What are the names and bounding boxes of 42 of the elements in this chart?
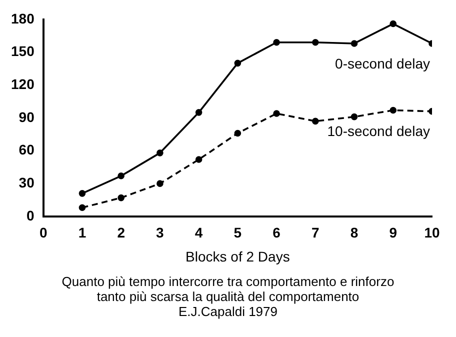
point <box>234 130 242 137</box>
y-tick-label: 180 <box>11 10 35 26</box>
y-tick-label: 0 <box>26 207 35 224</box>
point <box>390 106 397 114</box>
y-tick-label: 60 <box>18 142 35 158</box>
x-axis-title: Blocks of 2 Days <box>186 248 290 264</box>
x-tick-label: 4 <box>194 224 203 241</box>
point <box>312 38 319 46</box>
point <box>195 109 202 116</box>
point <box>156 180 164 187</box>
text: Quanto più tempo intercorre tra comportamento e rinforzo <box>60 274 396 289</box>
x-tick-label: 8 <box>350 224 358 241</box>
point <box>390 20 397 28</box>
y-tick-label: 150 <box>11 43 35 60</box>
point <box>78 204 86 212</box>
point <box>273 110 280 117</box>
x-tick-label: 9 <box>389 224 398 241</box>
text: tanto più scarsa la qualità del comportamento <box>96 289 360 304</box>
point <box>78 190 86 197</box>
x-tick-label: 7 <box>312 224 320 241</box>
x-tick-label: 10 <box>424 224 440 241</box>
series-label: 10-second delay <box>327 123 430 140</box>
point <box>312 118 319 125</box>
point <box>118 194 124 202</box>
x-tick-label: 3 <box>156 224 164 241</box>
text: E.J.Capaldi 1979 <box>177 304 278 319</box>
x-tick-label: 0 <box>39 224 48 241</box>
x-tick-label: 6 <box>272 224 281 241</box>
point <box>350 40 358 47</box>
x-tick-label: 5 <box>234 224 242 241</box>
point <box>273 38 280 46</box>
y-tick-label: 30 <box>18 174 35 190</box>
y-tick-label: 90 <box>18 108 35 125</box>
y-tick-label: 120 <box>11 76 35 92</box>
x-tick-label: 2 <box>117 224 126 241</box>
series-label: 0-second delay <box>335 55 430 72</box>
point <box>118 172 124 180</box>
x-tick-label: 1 <box>78 224 86 241</box>
point <box>195 156 202 163</box>
point <box>156 150 164 156</box>
point <box>234 60 242 67</box>
point <box>350 113 358 120</box>
